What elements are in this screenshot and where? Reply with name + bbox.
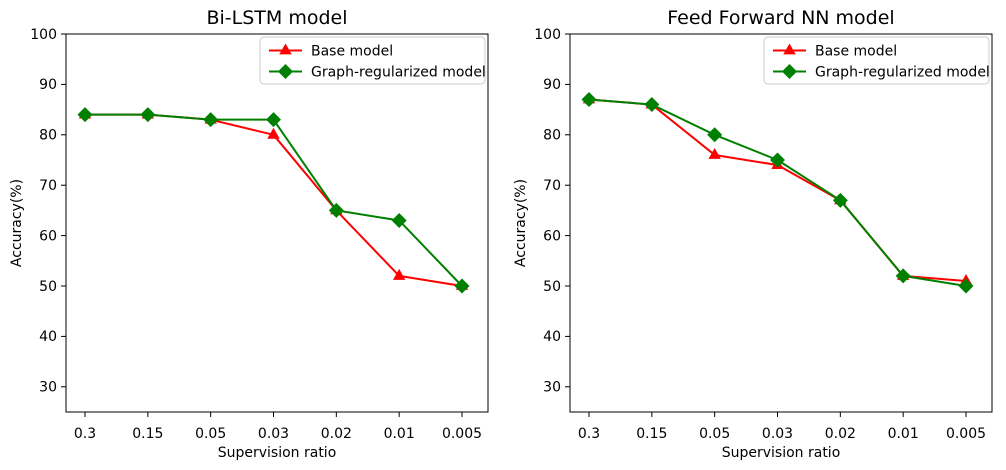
triangle-up-marker-base-model xyxy=(267,127,280,139)
x-tick-label: 0.005 xyxy=(946,426,986,442)
plot-area xyxy=(65,33,489,413)
series-line-base-model xyxy=(84,113,463,287)
series-line-base-model xyxy=(588,98,967,282)
chart-title: Feed Forward NN model xyxy=(667,7,894,29)
x-tick-label: 0.02 xyxy=(321,426,352,442)
y-tick-label: 100 xyxy=(30,27,57,43)
x-tick-label: 0.15 xyxy=(132,426,163,442)
x-tick-label: 0.05 xyxy=(195,426,226,442)
y-tick-label: 70 xyxy=(39,178,57,194)
diamond-marker-graph-regularized-model xyxy=(958,278,974,294)
y-tick-label: 80 xyxy=(39,128,57,144)
legend-label: Graph-regularized model xyxy=(815,65,990,81)
x-tick-label: 0.03 xyxy=(762,426,793,442)
y-tick-label: 30 xyxy=(39,380,57,396)
y-tick-label: 100 xyxy=(534,27,561,43)
diamond-marker-graph-regularized-model xyxy=(266,112,281,128)
y-tick-label: 90 xyxy=(39,77,57,93)
legend-box xyxy=(763,36,990,85)
diamond-marker-graph-regularized-model xyxy=(832,192,848,208)
legend-label: Graph-regularized model xyxy=(311,65,486,81)
legend-label: Base model xyxy=(815,44,897,60)
diamond-marker-graph-regularized-model xyxy=(770,152,785,168)
x-tick-label: 0.3 xyxy=(578,426,600,442)
legend-triangle-up-marker xyxy=(279,43,292,55)
diamond-marker-graph-regularized-model xyxy=(203,112,219,128)
diamond-marker-graph-regularized-model xyxy=(707,127,723,143)
triangle-up-marker-base-model xyxy=(708,147,721,159)
x-tick-label: 0.02 xyxy=(825,426,856,442)
diamond-marker-graph-regularized-model xyxy=(644,97,660,113)
diamond-marker-graph-regularized-model xyxy=(581,92,597,108)
y-tick-label: 50 xyxy=(543,279,561,295)
y-axis-label: Accuracy(%) xyxy=(513,179,529,267)
x-tick-label: 0.15 xyxy=(636,426,667,442)
x-axis-label: Supervision ratio xyxy=(722,445,841,461)
y-tick-label: 90 xyxy=(543,77,561,93)
y-tick-label: 60 xyxy=(543,228,561,244)
diamond-marker-graph-regularized-model xyxy=(77,107,93,123)
chart-title: Bi-LSTM model xyxy=(206,7,347,29)
y-tick-label: 40 xyxy=(543,329,561,345)
x-axis-label: Supervision ratio xyxy=(218,445,337,461)
x-tick-label: 0.05 xyxy=(699,426,730,442)
series-line-graph-regularized-model xyxy=(84,113,463,287)
x-tick-label: 0.03 xyxy=(258,426,289,442)
subplot-feed-forward-nn-model: 30 40 50 60 70 80 90 100 0.3 0.15 0.05 0.03 0.02 0.01… xyxy=(513,7,993,461)
legend-label: Base model xyxy=(311,44,393,60)
y-tick-label: 40 xyxy=(39,329,57,345)
legend-triangle-up-marker xyxy=(783,43,796,55)
x-tick-label: 0.01 xyxy=(384,426,415,442)
y-tick-label: 80 xyxy=(543,128,561,144)
subplot-bi-lstm-model: 30 40 50 60 70 80 90 100 0.3 0.15 0.05 0.03 0.02 0.01… xyxy=(9,7,489,461)
diamond-marker-graph-regularized-model xyxy=(328,202,344,218)
diamond-marker-graph-regularized-model xyxy=(140,107,156,123)
diamond-marker-graph-regularized-model xyxy=(454,278,470,294)
diamond-marker-graph-regularized-model xyxy=(895,268,911,284)
y-tick-label: 50 xyxy=(39,279,57,295)
legend-box xyxy=(259,36,486,85)
y-tick-label: 60 xyxy=(39,228,57,244)
plot-area xyxy=(569,33,993,413)
legend-diamond-marker xyxy=(278,64,293,79)
y-axis-label: Accuracy(%) xyxy=(9,179,25,267)
y-tick-label: 70 xyxy=(543,178,561,194)
series-line-graph-regularized-model xyxy=(588,98,967,287)
diamond-marker-graph-regularized-model xyxy=(391,212,407,228)
x-tick-label: 0.01 xyxy=(888,426,919,442)
y-tick-label: 30 xyxy=(543,380,561,396)
x-tick-label: 0.005 xyxy=(442,426,482,442)
legend-diamond-marker xyxy=(782,64,797,79)
triangle-up-marker-base-model xyxy=(392,268,406,280)
x-tick-label: 0.3 xyxy=(74,426,96,442)
